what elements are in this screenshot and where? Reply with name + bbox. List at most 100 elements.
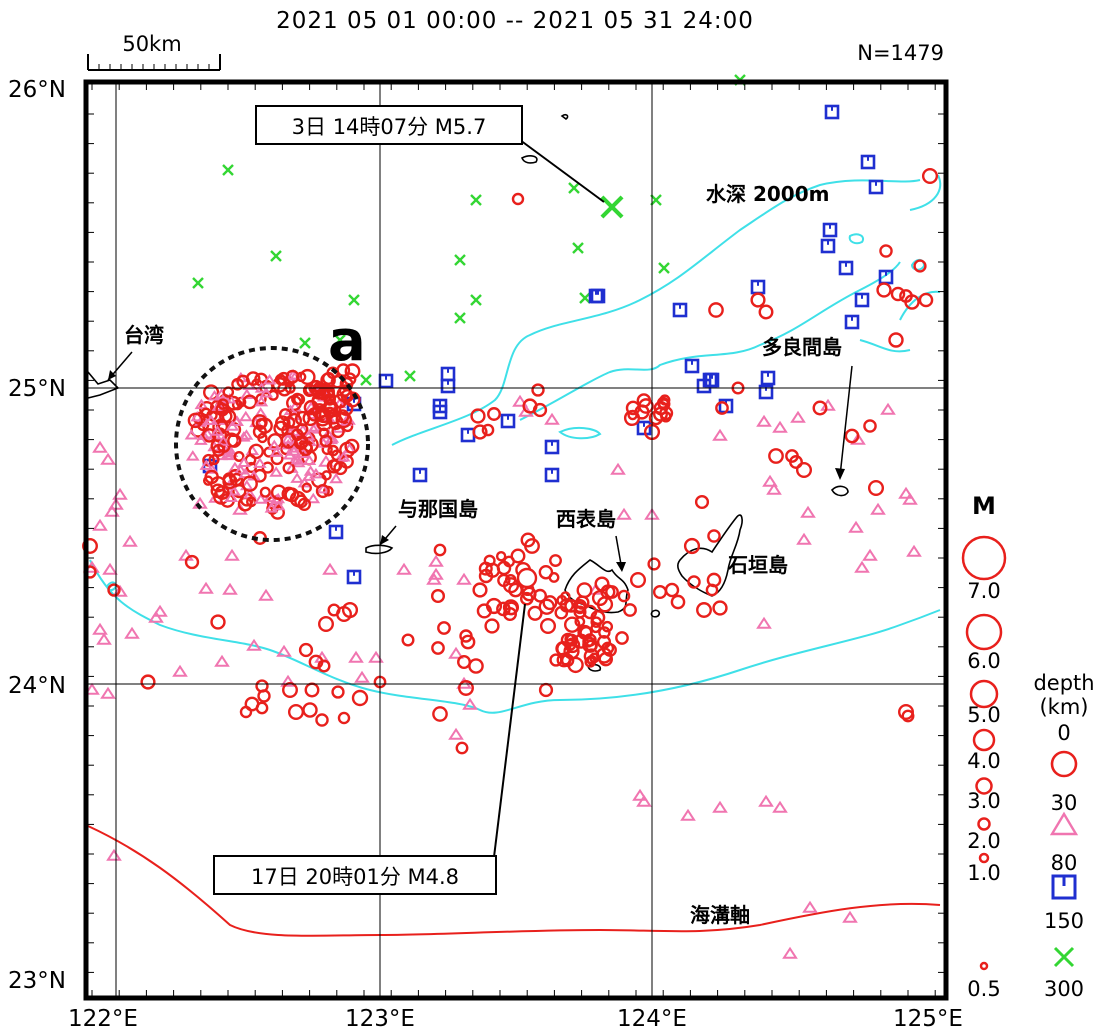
quake-mid <box>636 794 652 807</box>
quake-mid <box>287 445 301 456</box>
quake-shallow <box>549 554 562 567</box>
trench-axis-line <box>87 825 941 937</box>
quake-mid <box>790 410 806 423</box>
quake-mid <box>194 434 208 445</box>
quake-mid <box>368 650 384 663</box>
quake-mid <box>448 727 464 740</box>
quake-mid <box>238 410 253 422</box>
quake-shallow <box>321 470 332 481</box>
quake-shallow <box>297 497 312 511</box>
quake-very-deep <box>650 194 662 206</box>
quake-mid <box>227 485 241 496</box>
quake-mid <box>233 464 248 475</box>
quake-shallow <box>598 651 614 667</box>
quake-very-deep <box>360 374 372 386</box>
quake-shallow <box>221 409 237 424</box>
quake-shallow <box>532 402 548 418</box>
quake-mid <box>772 800 788 813</box>
quake-shallow <box>244 696 260 712</box>
quake-mid <box>258 588 274 601</box>
quake-shallow <box>636 393 652 408</box>
quake-shallow <box>812 400 828 416</box>
quake-shallow <box>140 674 156 690</box>
quake-shallow <box>712 600 728 616</box>
quake-shallow <box>208 454 220 466</box>
quake-shallow <box>559 598 574 613</box>
quake-shallow <box>253 468 267 483</box>
quake-mid <box>800 505 816 518</box>
quake-shallow <box>309 379 323 393</box>
lat-label-25: 25°N <box>8 376 66 402</box>
quake-shallow <box>282 682 298 698</box>
quake-shallow <box>785 449 799 463</box>
quake-mid <box>329 472 343 484</box>
quake-shallow <box>573 633 589 649</box>
magnitude-legend-title: M <box>972 492 996 520</box>
quake-mid <box>842 910 858 923</box>
quake-very-deep <box>454 254 466 266</box>
quake-mid <box>448 646 464 659</box>
quake-shallow <box>520 532 536 548</box>
quake-very-deep <box>470 194 482 206</box>
quake-mid <box>854 560 870 573</box>
quake-mid <box>428 554 444 567</box>
quake-mid <box>222 582 238 595</box>
quake-mid <box>766 482 782 495</box>
quake-mid <box>102 562 118 575</box>
depth-legend-label: 80 <box>1051 851 1078 875</box>
depth-legend-label: 150 <box>1044 909 1084 933</box>
quake-shallow <box>282 461 295 475</box>
depth-contour-2000m <box>89 174 942 714</box>
quake-mid <box>152 604 168 617</box>
event-annotation-m48: 17日 20時01分 M4.8 <box>213 855 497 895</box>
quake-very-deep <box>579 292 591 304</box>
quake-shallow <box>212 443 226 457</box>
quake-shallow <box>455 741 469 755</box>
tarama-island <box>831 485 849 497</box>
quake-shallow <box>470 408 486 424</box>
quake-shallow <box>652 584 668 600</box>
quake-shallow <box>339 376 354 391</box>
quake-mid <box>306 492 321 504</box>
quake-shallow <box>516 567 538 589</box>
quake-shallow <box>664 582 680 598</box>
quake-shallow <box>487 407 501 421</box>
quake-deep <box>844 314 860 330</box>
quake-shallow <box>901 709 915 723</box>
quake-mid <box>263 491 277 503</box>
quake-shallow <box>307 407 322 422</box>
quake-shallow <box>286 395 303 412</box>
quake-shallow <box>904 294 920 310</box>
label-tarama: 多良間島 <box>762 335 842 359</box>
quake-mid <box>214 654 230 667</box>
quake-shallow <box>888 332 904 348</box>
quake-deep <box>750 279 766 295</box>
quake-deep <box>636 420 652 436</box>
quake-shallow <box>687 575 701 589</box>
quake-mid <box>112 584 128 597</box>
quake-shallow <box>600 584 616 600</box>
label-taiwan: 台湾 <box>124 323 164 347</box>
scale-label: 50km <box>122 32 181 56</box>
quake-shallow <box>302 702 318 718</box>
map-frame <box>83 79 949 1001</box>
label-yonaguni: 与那国島 <box>398 497 478 521</box>
quake-deep <box>704 372 720 388</box>
quake-shallow <box>318 616 334 632</box>
quake-shallow <box>293 393 306 406</box>
quake-shallow <box>913 259 927 273</box>
quake-mid <box>321 428 336 439</box>
quake-mid <box>239 429 254 440</box>
quake-shallow <box>659 406 674 421</box>
quake-mid <box>762 474 778 487</box>
quake-shallow <box>863 419 877 433</box>
quake-shallow <box>510 548 526 564</box>
quake-shallow <box>575 595 590 610</box>
quake-shallow <box>538 598 555 615</box>
quake-shallow <box>844 428 860 444</box>
quake-shallow <box>476 603 492 619</box>
quake-mid <box>280 433 295 444</box>
quake-shallow <box>495 551 507 562</box>
quake-shallow <box>107 583 121 597</box>
quake-shallow <box>560 653 575 668</box>
